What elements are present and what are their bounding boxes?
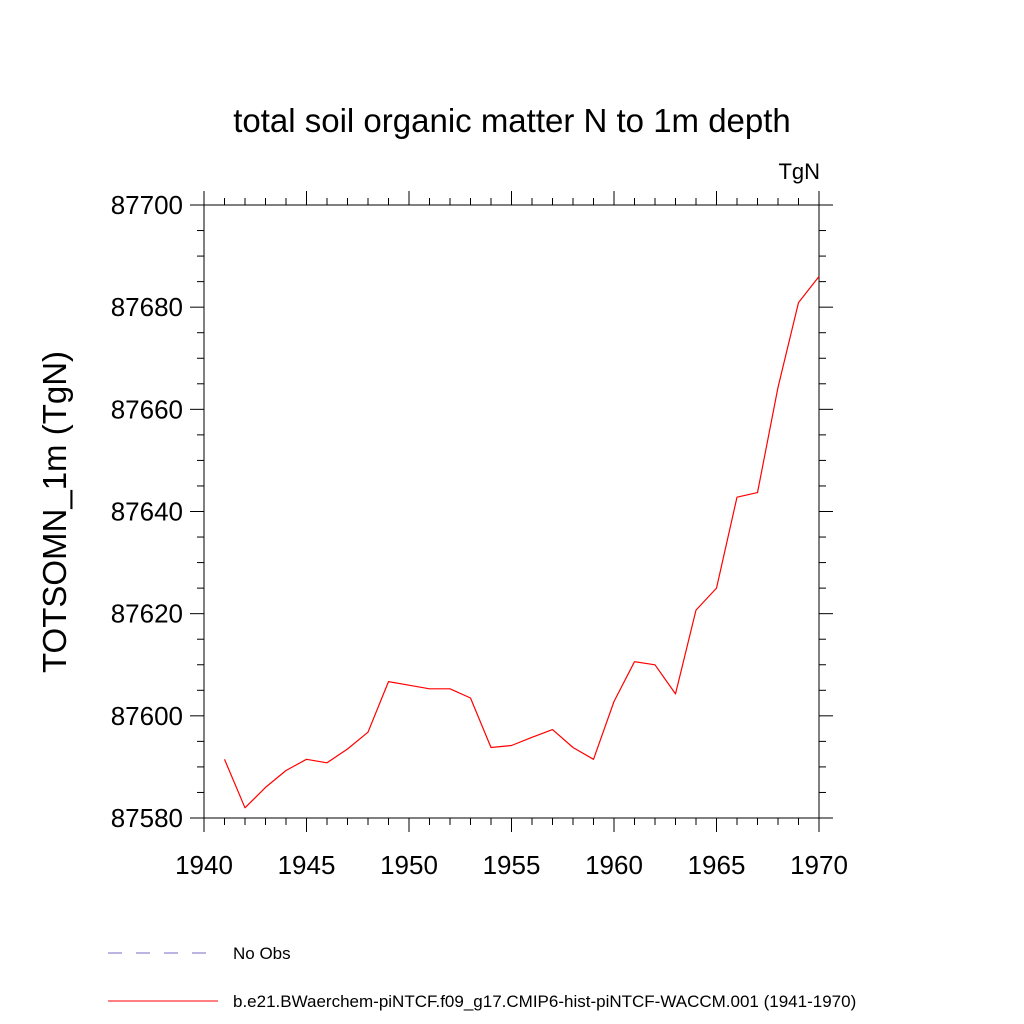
x-tick-labels: 1940 1945 1950 1955 1960 1965 1970 (175, 850, 848, 880)
x-tick-label: 1950 (380, 850, 438, 880)
y-tick-label: 87620 (111, 599, 183, 629)
x-tick-label: 1955 (483, 850, 541, 880)
units-label: TgN (778, 159, 820, 184)
x-tick-label: 1965 (688, 850, 746, 880)
y-tick-label: 87680 (111, 292, 183, 322)
legend: No Obs b.e21.BWaerchem-piNTCF.f09_g17.CM… (108, 944, 856, 1011)
y-tick-label: 87660 (111, 394, 183, 424)
y-tick-label: 87640 (111, 497, 183, 527)
x-tick-label: 1940 (175, 850, 233, 880)
y-tick-label: 87700 (111, 190, 183, 220)
y-tick-label: 87600 (111, 701, 183, 731)
y-axis-label: TOTSOMN_1m (TgN) (36, 351, 73, 673)
y-tick-labels: 87580 87600 87620 87640 87660 87680 87700 (111, 190, 183, 833)
x-tick-label: 1960 (585, 850, 643, 880)
legend-label-model: b.e21.BWaerchem-piNTCF.f09_g17.CMIP6-his… (233, 992, 856, 1011)
legend-label-no-obs: No Obs (233, 944, 291, 963)
series-group (223, 276, 820, 809)
plot-frame (203, 204, 820, 819)
x-tick-label: 1970 (790, 850, 848, 880)
axis-ticks (190, 191, 833, 832)
series-line-0 (223, 276, 820, 809)
y-tick-label: 87580 (111, 803, 183, 833)
chart-title: total soil organic matter N to 1m depth (233, 102, 791, 139)
x-tick-label: 1945 (278, 850, 336, 880)
